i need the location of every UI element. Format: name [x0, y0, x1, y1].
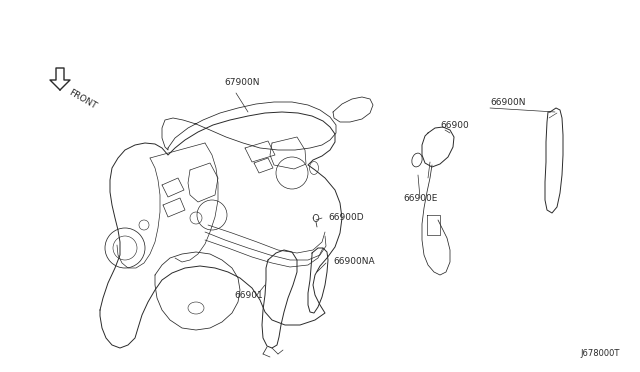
Text: 66900D: 66900D	[328, 212, 364, 221]
Text: 66900E: 66900E	[403, 193, 437, 202]
Text: 66900: 66900	[440, 121, 468, 129]
Text: 66901: 66901	[234, 292, 263, 301]
Text: FRONT: FRONT	[67, 88, 99, 111]
Text: 67900N: 67900N	[224, 77, 259, 87]
Text: 66900NA: 66900NA	[333, 257, 374, 266]
Text: J678000T: J678000T	[580, 349, 620, 358]
Text: 66900N: 66900N	[490, 97, 525, 106]
